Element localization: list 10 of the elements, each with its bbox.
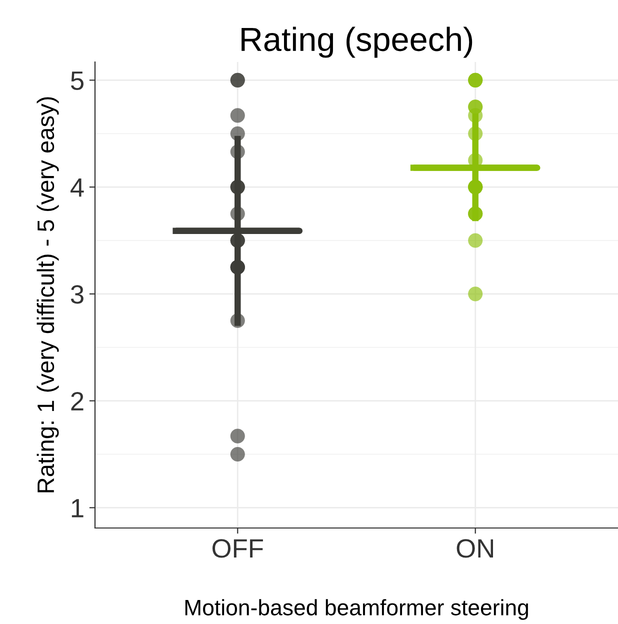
x-tick-label: ON — [456, 539, 494, 558]
chart-title: Rating (speech) — [242, 26, 472, 58]
y-tick-label: 3 — [70, 285, 84, 304]
y-tick-label: 4 — [70, 178, 84, 197]
x-tick-label: OFF — [212, 539, 263, 558]
y-axis-title: Rating: 1 (very difficult) - 5 (very easy) — [36, 97, 59, 492]
y-tick-label: 2 — [71, 392, 84, 410]
x-axis-title: Motion-based beamformer steering — [185, 599, 528, 620]
y-tick-label: 5 — [70, 72, 84, 90]
y-tick-label: 1 — [72, 499, 84, 518]
